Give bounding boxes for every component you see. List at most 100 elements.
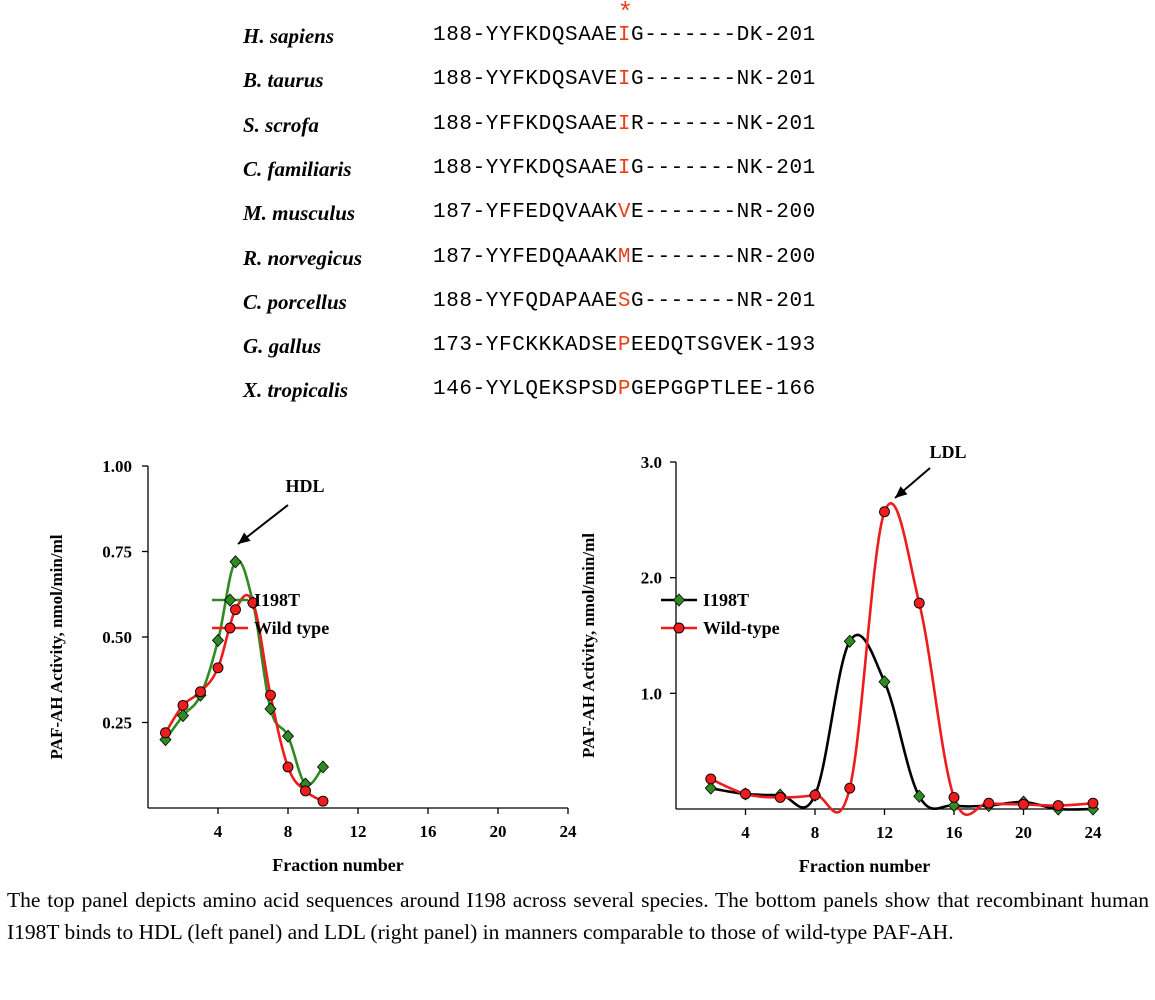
- data-point: [740, 788, 751, 800]
- x-tick-label: 4: [741, 823, 750, 842]
- legend-marker: [223, 593, 237, 607]
- highlighted-residue: P: [617, 334, 632, 358]
- y-tick-label: 1.0: [641, 684, 662, 703]
- legend-marker: [224, 622, 236, 634]
- x-tick-label: 12: [876, 823, 893, 842]
- y-tick-label: 0.25: [102, 714, 132, 733]
- data-point: [878, 675, 891, 689]
- series-line: [710, 633, 1094, 811]
- y-tick-label: 2.0: [641, 569, 662, 588]
- highlighted-residue: M: [617, 245, 632, 269]
- alignment-row: G. gallus 173-YFCKKKADSEPEEDQTSGVEK-193: [0, 334, 1155, 364]
- x-tick-label: 20: [490, 822, 507, 841]
- sequence-prefix: 187-YFFEDQVAAK: [433, 201, 618, 225]
- data-point: [704, 781, 717, 795]
- ldl-chart: 1.0 2.0 3.0 4 8 12 16 20 24 Fraction number PAF-AH…: [580, 442, 1103, 876]
- data-point: [211, 633, 225, 648]
- sequence-suffix: G-------NK-201: [631, 156, 816, 180]
- arrow-head: [895, 486, 908, 498]
- hdl-chart: 0.25 0.50 0.75 1.00 4 8 12 16 20 24 Fraction numbe…: [47, 457, 577, 875]
- arrow-head: [238, 532, 251, 544]
- data-point: [176, 709, 190, 723]
- data-point: [879, 506, 890, 518]
- x-tick-label: 16: [420, 822, 437, 841]
- y-tick-label: 0.50: [102, 628, 132, 647]
- y-axis-label: PAF-AH Activity, nmol/min/ml: [47, 534, 66, 759]
- legend-label: I198T: [703, 590, 749, 610]
- species-name: B. taurus: [243, 68, 324, 93]
- sequence-prefix: 188-YYFKDQSAVE: [433, 68, 618, 92]
- data-point: [983, 797, 995, 809]
- x-tick-label: 8: [284, 822, 293, 841]
- sequence: 188-YYFKDQSAAEIG-------NK-201: [433, 157, 816, 180]
- x-tick-label: 24: [1085, 823, 1103, 842]
- sequence-suffix: E-------NR-200: [631, 245, 816, 269]
- highlighted-residue: V: [617, 201, 632, 225]
- x-tick-label: 12: [350, 822, 367, 841]
- species-name: X. tropicalis: [243, 378, 349, 403]
- y-axis-label: PAF-AH Activity, nmol/min/ml: [580, 533, 598, 758]
- legend-label: I198T: [254, 590, 300, 610]
- highlighted-residue: S: [617, 289, 632, 313]
- sequence-prefix: 188-YFFKDQSAAE: [433, 112, 618, 136]
- peak-annotation: HDL: [285, 476, 324, 496]
- sequence: 188-YFFKDQSAAEIR-------NK-201: [433, 113, 816, 136]
- x-tick-label: 8: [811, 823, 820, 842]
- data-point: [195, 686, 206, 698]
- sequence: 188-YYFKDQSAAEIG-------DK-201: [433, 24, 816, 47]
- data-point: [265, 689, 276, 701]
- sequence-suffix: G-------DK-201: [631, 24, 816, 47]
- species-name: G. gallus: [243, 334, 322, 359]
- sequence: 187-YYFEDQAAAKME-------NR-200: [433, 246, 816, 269]
- sequence-prefix: 146-YYLQEKSPSD: [433, 378, 618, 402]
- data-point: [282, 761, 294, 773]
- highlighted-residue: P: [617, 378, 632, 402]
- highlighted-residue: I: [617, 68, 632, 92]
- series-line: [164, 559, 325, 787]
- alignment-row: H. sapiens 188-YYFKDQSAAEIG-------DK-201: [0, 24, 1155, 54]
- species-name: H. sapiens: [243, 24, 335, 48]
- data-point: [264, 702, 277, 716]
- sequence: 188-YYFQDAPAAESG-------NR-201: [433, 290, 816, 313]
- data-point: [913, 789, 926, 803]
- legend-label: Wild-type: [703, 618, 780, 638]
- sequence-suffix: G-------NR-201: [631, 289, 816, 313]
- data-point: [177, 699, 189, 711]
- data-point: [844, 782, 856, 794]
- sequence-alignment: * H. sapiens 188-YYFKDQSAAEIG-------DK-20…: [0, 0, 1155, 420]
- sequence-suffix: EEDQTSGVEK-193: [631, 334, 816, 358]
- x-axis-label: Fraction number: [799, 856, 930, 876]
- data-point: [1052, 800, 1064, 811]
- alignment-row: M. musculus 187-YFFEDQVAAKVE-------NR-200: [0, 201, 1155, 231]
- alignment-row: S. scrofa 188-YFFKDQSAAEIR-------NK-201: [0, 113, 1155, 143]
- species-name: M. musculus: [243, 201, 356, 226]
- data-point: [947, 798, 961, 813]
- sequence-prefix: 187-YYFEDQAAAK: [433, 245, 618, 269]
- data-point: [843, 634, 856, 648]
- highlighted-residue: I: [617, 112, 632, 136]
- conserved-site-marker: *: [617, 0, 634, 28]
- alignment-row: C. familiaris 188-YYFKDQSAAEIG-------NK-2…: [0, 157, 1155, 187]
- legend-marker: [672, 593, 686, 607]
- sequence-suffix: GEPGGPTLEE-166: [631, 378, 816, 402]
- sequence: 173-YFCKKKADSEPEEDQTSGVEK-193: [433, 334, 816, 357]
- legend-marker: [673, 622, 685, 634]
- data-point: [229, 555, 242, 569]
- species-name: R. norvegicus: [243, 245, 363, 270]
- series-line: [164, 593, 324, 803]
- peak-annotation: LDL: [929, 442, 966, 462]
- data-point: [247, 597, 259, 609]
- y-tick-label: 0.75: [102, 543, 132, 562]
- alignment-row: X. tropicalis 146-YYLQEKSPSDPGEPGGPTLEE-1…: [0, 378, 1155, 408]
- data-point: [281, 729, 295, 743]
- data-point: [705, 773, 717, 785]
- data-point: [774, 791, 786, 803]
- sequence: 146-YYLQEKSPSDPGEPGGPTLEE-166: [433, 378, 816, 401]
- alignment-row: C. porcellus 188-YYFQDAPAAESG-------NR-20…: [0, 290, 1155, 320]
- species-name: C. familiaris: [243, 156, 352, 181]
- data-point: [316, 760, 330, 774]
- legend-label: Wild type: [254, 618, 329, 638]
- sequence-suffix: R-------NK-201: [631, 112, 816, 136]
- y-tick-label: 1.00: [102, 457, 132, 476]
- x-tick-label: 4: [214, 822, 223, 841]
